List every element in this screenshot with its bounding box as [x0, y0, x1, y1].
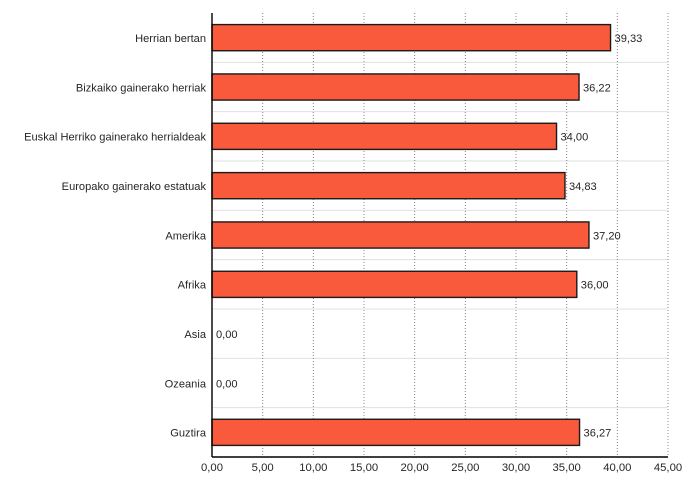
svg-text:20,00: 20,00 [401, 462, 429, 474]
svg-text:Asia: Asia [184, 329, 206, 341]
svg-text:37,20: 37,20 [593, 230, 621, 242]
svg-text:Europako gainerako estatuak: Europako gainerako estatuak [62, 181, 207, 193]
svg-text:Euskal Herriko gainerako herri: Euskal Herriko gainerako herrialdeak [24, 132, 206, 144]
svg-text:15,00: 15,00 [350, 462, 378, 474]
svg-text:10,00: 10,00 [299, 462, 327, 474]
svg-text:Afrika: Afrika [178, 280, 207, 292]
svg-text:Guztira: Guztira [170, 428, 207, 440]
svg-text:30,00: 30,00 [502, 462, 530, 474]
svg-text:Bizkaiko gainerako herriak: Bizkaiko gainerako herriak [76, 82, 207, 94]
svg-text:45,00: 45,00 [654, 462, 682, 474]
svg-text:0,00: 0,00 [216, 378, 238, 390]
svg-text:34,83: 34,83 [569, 181, 597, 193]
svg-text:36,00: 36,00 [581, 280, 609, 292]
svg-text:Amerika: Amerika [165, 230, 207, 242]
svg-text:0,00: 0,00 [216, 329, 238, 341]
svg-text:Herrian bertan: Herrian bertan [135, 33, 206, 45]
svg-text:25,00: 25,00 [451, 462, 479, 474]
svg-text:40,00: 40,00 [603, 462, 631, 474]
svg-text:35,00: 35,00 [553, 462, 581, 474]
svg-text:0,00: 0,00 [201, 462, 223, 474]
svg-text:39,33: 39,33 [615, 33, 643, 45]
svg-text:34,00: 34,00 [561, 132, 589, 144]
svg-text:Ozeania: Ozeania [165, 378, 207, 390]
svg-text:36,27: 36,27 [584, 428, 612, 440]
svg-text:5,00: 5,00 [252, 462, 274, 474]
svg-text:36,22: 36,22 [583, 82, 611, 94]
